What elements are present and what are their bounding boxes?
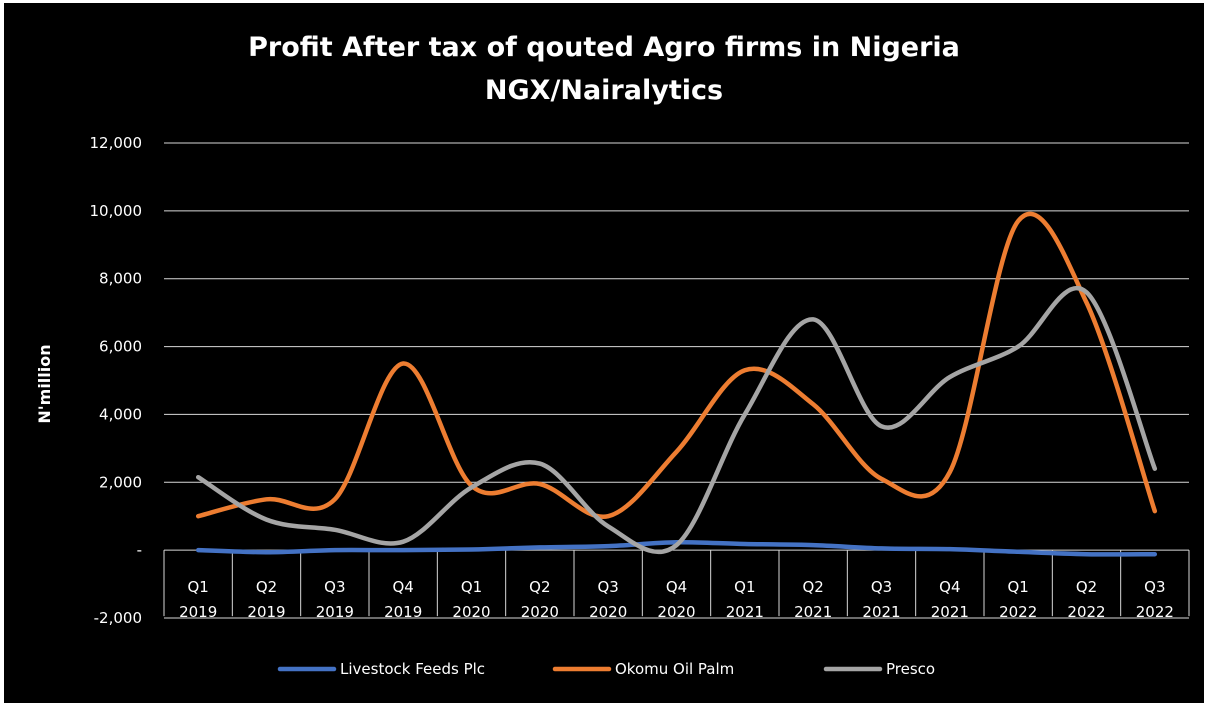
x-tick-label-year: 2021	[726, 603, 764, 621]
legend-item-presco: Presco	[823, 660, 935, 678]
y-tick-label: 2,000	[99, 473, 142, 491]
series-line-presco	[195, 286, 1158, 555]
y-tick-label: -2,000	[94, 609, 142, 627]
y-axis-ticks: 12,000 10,000 8,000 6,000 4,000 2,000 - -2,000	[90, 134, 143, 627]
x-tick-label-quarter: Q2	[256, 578, 277, 596]
x-tick-label-quarter: Q2	[1076, 578, 1097, 596]
x-tick-label-quarter: Q3	[1144, 578, 1165, 596]
line-chart: Profit After tax of qouted Agro firms in…	[35, 32, 1190, 678]
y-tick-label: 10,000	[90, 202, 143, 220]
x-tick-label-quarter: Q3	[871, 578, 892, 596]
x-tick-label-year: 2022	[1067, 603, 1105, 621]
legend-label: Livestock Feeds Plc	[340, 660, 485, 678]
legend-label: Okomu Oil Palm	[615, 660, 734, 678]
y-axis-label: N'million	[35, 344, 54, 423]
y-tick-label: 4,000	[99, 405, 142, 423]
x-tick-label-year: 2020	[589, 603, 627, 621]
chart-frame: Profit After tax of qouted Agro firms in…	[4, 3, 1204, 703]
x-tick-label-year: 2021	[931, 603, 969, 621]
x-tick-label-year: 2021	[794, 603, 832, 621]
x-tick-label-quarter: Q3	[597, 578, 618, 596]
x-tick-label-quarter: Q2	[529, 578, 550, 596]
y-tick-label: 12,000	[90, 134, 143, 152]
y-tick-label: 8,000	[99, 270, 142, 288]
x-tick-label-quarter: Q4	[939, 578, 960, 596]
legend: Livestock Feeds Plc Okomu Oil Palm Presco	[277, 660, 935, 678]
x-tick-label-quarter: Q4	[666, 578, 687, 596]
x-tick-label-quarter: Q1	[187, 578, 208, 596]
x-tick-label-quarter: Q2	[802, 578, 823, 596]
x-tick-label-year: 2022	[999, 603, 1037, 621]
x-tick-label-year: 2019	[179, 603, 217, 621]
x-tick-label-quarter: Q4	[392, 578, 413, 596]
y-tick-label: 6,000	[99, 338, 142, 356]
x-tick-label-quarter: Q3	[324, 578, 345, 596]
x-tick-label-year: 2020	[657, 603, 695, 621]
legend-label: Presco	[886, 660, 935, 678]
x-tick-label-year: 2020	[521, 603, 559, 621]
chart-title: Profit After tax of qouted Agro firms in…	[248, 32, 960, 63]
y-tick-label: -	[137, 541, 142, 559]
x-tick-label-year: 2019	[384, 603, 422, 621]
chart-subtitle: NGX/Nairalytics	[485, 75, 723, 106]
x-tick-label-quarter: Q1	[1007, 578, 1028, 596]
series-line-okomu-oil-palm	[195, 211, 1158, 519]
x-tick-label-year: 2019	[316, 603, 354, 621]
x-tick-label-year: 2021	[862, 603, 900, 621]
x-tick-label-quarter: Q1	[461, 578, 482, 596]
x-tick-label-year: 2020	[452, 603, 490, 621]
x-tick-label-quarter: Q1	[734, 578, 755, 596]
x-tick-label-year: 2019	[247, 603, 285, 621]
series-lines	[195, 211, 1158, 557]
legend-item-okomu-oil-palm: Okomu Oil Palm	[552, 660, 734, 678]
x-axis-ticks: Q1 2019 Q2 2019 Q3 2019 Q4 2019 Q1 2020 Q2 2020 Q3 20…	[163, 550, 1190, 621]
x-tick-label-year: 2022	[1136, 603, 1174, 621]
legend-item-livestock-feeds-plc: Livestock Feeds Plc	[277, 660, 485, 678]
